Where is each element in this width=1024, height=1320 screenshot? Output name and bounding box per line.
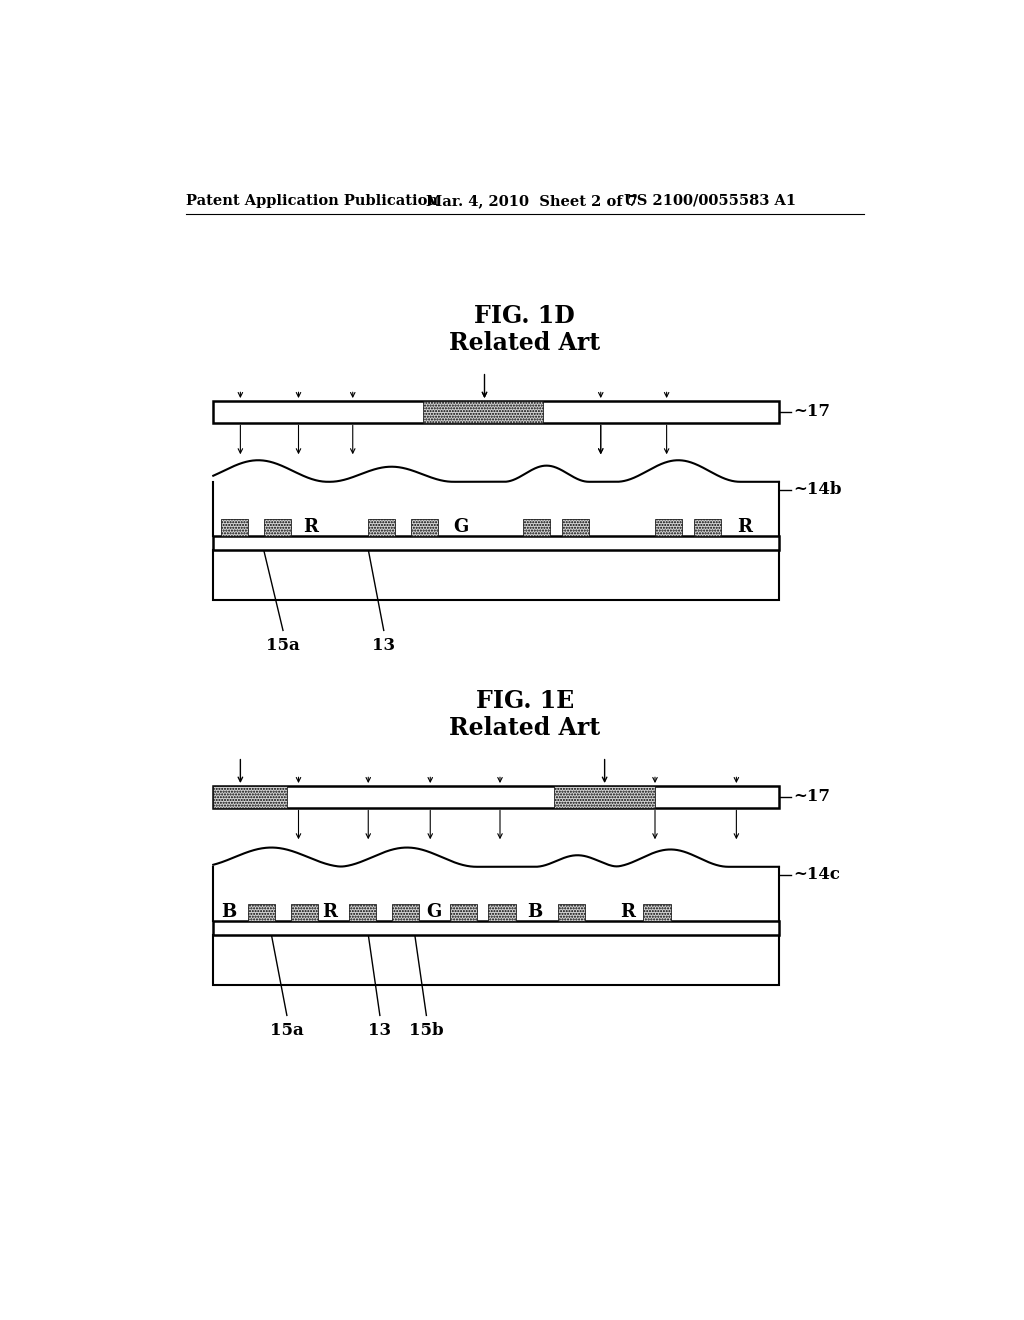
Text: Related Art: Related Art xyxy=(450,717,600,741)
Polygon shape xyxy=(213,461,779,536)
Text: R: R xyxy=(303,519,317,536)
Text: 15a: 15a xyxy=(270,1022,304,1039)
Text: B: B xyxy=(527,903,543,921)
Text: Patent Application Publication: Patent Application Publication xyxy=(186,194,438,207)
Text: 13: 13 xyxy=(372,636,395,653)
Bar xyxy=(213,785,779,808)
Bar xyxy=(248,904,275,921)
Bar xyxy=(349,904,376,921)
Text: US 2100/0055583 A1: US 2100/0055583 A1 xyxy=(624,194,796,207)
Text: Related Art: Related Art xyxy=(450,331,600,355)
Text: G: G xyxy=(454,519,469,536)
Text: B: B xyxy=(221,903,237,921)
Text: R: R xyxy=(322,903,337,921)
Text: FIG. 1D: FIG. 1D xyxy=(474,304,575,329)
Text: R: R xyxy=(621,903,635,921)
Text: ~14c: ~14c xyxy=(793,866,840,883)
Bar xyxy=(369,519,395,536)
Bar xyxy=(562,519,589,536)
Text: R: R xyxy=(736,519,752,536)
Bar xyxy=(693,519,721,536)
Text: Mar. 4, 2010  Sheet 2 of 7: Mar. 4, 2010 Sheet 2 of 7 xyxy=(426,194,638,207)
Bar xyxy=(291,904,317,921)
Bar xyxy=(391,904,419,921)
Text: FIG. 1E: FIG. 1E xyxy=(476,689,573,713)
Bar xyxy=(213,785,287,808)
Bar xyxy=(213,549,779,599)
Bar xyxy=(554,785,655,808)
Polygon shape xyxy=(213,847,779,921)
Bar xyxy=(263,519,291,536)
Text: 15b: 15b xyxy=(409,1022,443,1039)
Bar xyxy=(213,536,779,549)
Text: G: G xyxy=(427,903,441,921)
Bar xyxy=(213,401,779,422)
Bar xyxy=(643,904,671,921)
Bar xyxy=(423,401,543,422)
Bar xyxy=(450,904,477,921)
Bar xyxy=(213,921,779,935)
Bar xyxy=(558,904,586,921)
Text: 13: 13 xyxy=(369,1022,391,1039)
Text: 15a: 15a xyxy=(266,636,300,653)
Bar xyxy=(221,519,248,536)
Bar xyxy=(655,519,682,536)
Bar xyxy=(213,935,779,985)
Text: ~14b: ~14b xyxy=(793,480,842,498)
Bar xyxy=(411,519,438,536)
Bar xyxy=(488,904,515,921)
Text: ~17: ~17 xyxy=(793,788,829,805)
Bar xyxy=(523,519,550,536)
Text: ~17: ~17 xyxy=(793,403,829,420)
